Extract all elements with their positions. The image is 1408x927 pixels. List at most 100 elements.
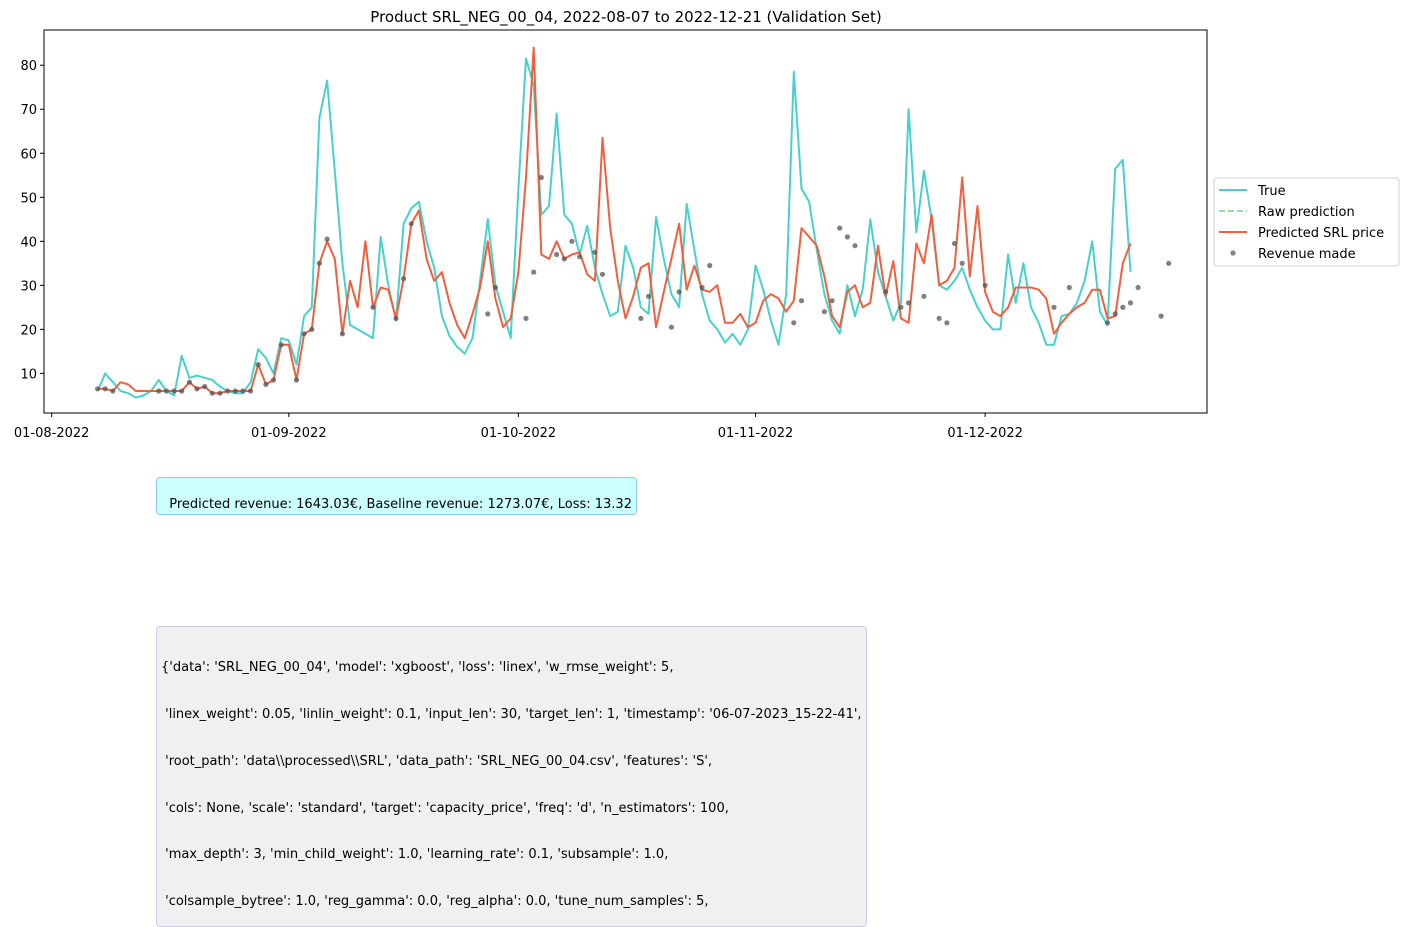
y-tick-label: 70 [20, 103, 37, 118]
revenue-point [1066, 284, 1072, 291]
revenue-point [270, 377, 277, 383]
revenue-point [852, 243, 858, 249]
revenue-point [959, 260, 965, 266]
revenue-point [202, 384, 208, 390]
revenue-point [209, 390, 215, 396]
legend-label: Raw prediction [1258, 205, 1355, 220]
revenue-point [324, 236, 330, 242]
revenue-point [554, 251, 560, 258]
revenue-point [263, 381, 269, 387]
revenue-point [110, 388, 116, 394]
revenue-point [676, 289, 682, 295]
y-tick-label: 20 [20, 323, 37, 338]
revenue-point [592, 249, 598, 255]
revenue-point [638, 315, 644, 321]
revenue-point [577, 254, 583, 260]
revenue-point [301, 331, 307, 337]
revenue-point [240, 388, 246, 394]
revenue-point [1135, 284, 1141, 291]
revenue-point [844, 234, 851, 240]
revenue-point [837, 225, 843, 231]
revenue-point [569, 238, 575, 244]
revenue-point [95, 386, 101, 392]
revenue-point [316, 260, 322, 266]
legend-marker [1230, 250, 1236, 256]
y-tick-label: 10 [20, 367, 37, 382]
y-tick-label: 80 [20, 59, 37, 74]
revenue-point [339, 331, 345, 337]
revenue-point [707, 262, 713, 269]
legend-label: Revenue made [1258, 247, 1356, 262]
y-tick-label: 40 [20, 235, 37, 250]
revenue-point [531, 269, 537, 275]
revenue-point [645, 293, 652, 299]
revenue-point [1104, 320, 1111, 326]
revenue-point [921, 293, 927, 299]
revenue-point [492, 284, 498, 291]
series-line-true [96, 57, 1132, 399]
revenue-point [1127, 300, 1134, 306]
revenue-summary-text: Predicted revenue: 1643.03€, Baseline re… [169, 497, 632, 512]
plot-area [95, 46, 1172, 399]
x-tick-label: 01-08-2022 [14, 426, 90, 441]
revenue-point [982, 282, 988, 288]
revenue-point [936, 315, 942, 321]
legend-label: Predicted SRL price [1258, 226, 1384, 241]
revenue-point [485, 311, 491, 317]
revenue-point [1112, 311, 1118, 317]
chart-title: Product SRL_NEG_00_04, 2022-08-07 to 202… [370, 8, 881, 27]
y-tick-label: 50 [20, 191, 37, 206]
revenue-point [668, 324, 675, 330]
legend: True Raw prediction Predicted SRL price Rev… [1213, 177, 1400, 267]
revenue-point [293, 377, 300, 383]
parameters-line: 'cols': None, 'scale': 'standard', 'targ… [161, 800, 729, 816]
x-tick-label: 01-10-2022 [481, 426, 557, 441]
revenue-point [791, 320, 797, 326]
revenue-point [699, 284, 705, 291]
revenue-point [393, 315, 399, 321]
revenue-point [186, 379, 192, 385]
revenue-point [1158, 313, 1164, 319]
x-tick-label: 01-12-2022 [947, 426, 1023, 441]
parameters-line: 'colsample_bytree': 1.0, 'reg_gamma': 0.… [161, 894, 709, 910]
legend-box [1213, 177, 1400, 267]
revenue-point [309, 326, 315, 332]
revenue-point [1166, 260, 1172, 266]
revenue-point [217, 390, 223, 396]
revenue-point [898, 304, 904, 310]
revenue-point [232, 388, 238, 394]
revenue-summary-box: Predicted revenue: 1643.03€, Baseline re… [156, 477, 637, 515]
revenue-point [408, 221, 414, 227]
parameters-line: 'max_depth': 3, 'min_child_weight': 1.0,… [161, 847, 669, 863]
revenue-point [156, 388, 162, 394]
axes: 10 20 30 40 50 60 70 80 01-08-2022 01-09-2022 01-1… [14, 29, 1208, 441]
revenue-point [883, 289, 889, 295]
revenue-point [951, 240, 958, 247]
revenue-point [829, 298, 835, 304]
parameters-line: {'data': 'SRL_NEG_00_04', 'model': 'xgbo… [161, 660, 674, 676]
x-tick-label: 01-09-2022 [251, 426, 327, 441]
revenue-point [401, 276, 407, 282]
y-tick-label: 60 [20, 147, 37, 162]
revenue-point [1051, 304, 1057, 310]
revenue-point [225, 388, 231, 394]
parameters-box: {'data': 'SRL_NEG_00_04', 'model': 'xgbo… [156, 626, 867, 927]
revenue-point [523, 315, 529, 321]
revenue-point [821, 309, 828, 315]
revenue-point [171, 388, 177, 394]
legend-label: True [1257, 184, 1286, 199]
x-tick-label: 01-11-2022 [718, 426, 794, 441]
revenue-point [561, 256, 567, 262]
revenue-point [248, 388, 254, 394]
revenue-point [194, 386, 200, 392]
revenue-point [798, 298, 805, 304]
revenue-point [599, 271, 606, 277]
revenue-point [179, 388, 185, 394]
revenue-point [944, 320, 950, 326]
series-line-predicted-srl-price [97, 46, 1132, 395]
revenue-point [278, 342, 284, 348]
revenue-point [906, 300, 912, 306]
revenue-point [1120, 304, 1126, 310]
revenue-point [255, 362, 261, 368]
revenue-point [370, 304, 376, 310]
